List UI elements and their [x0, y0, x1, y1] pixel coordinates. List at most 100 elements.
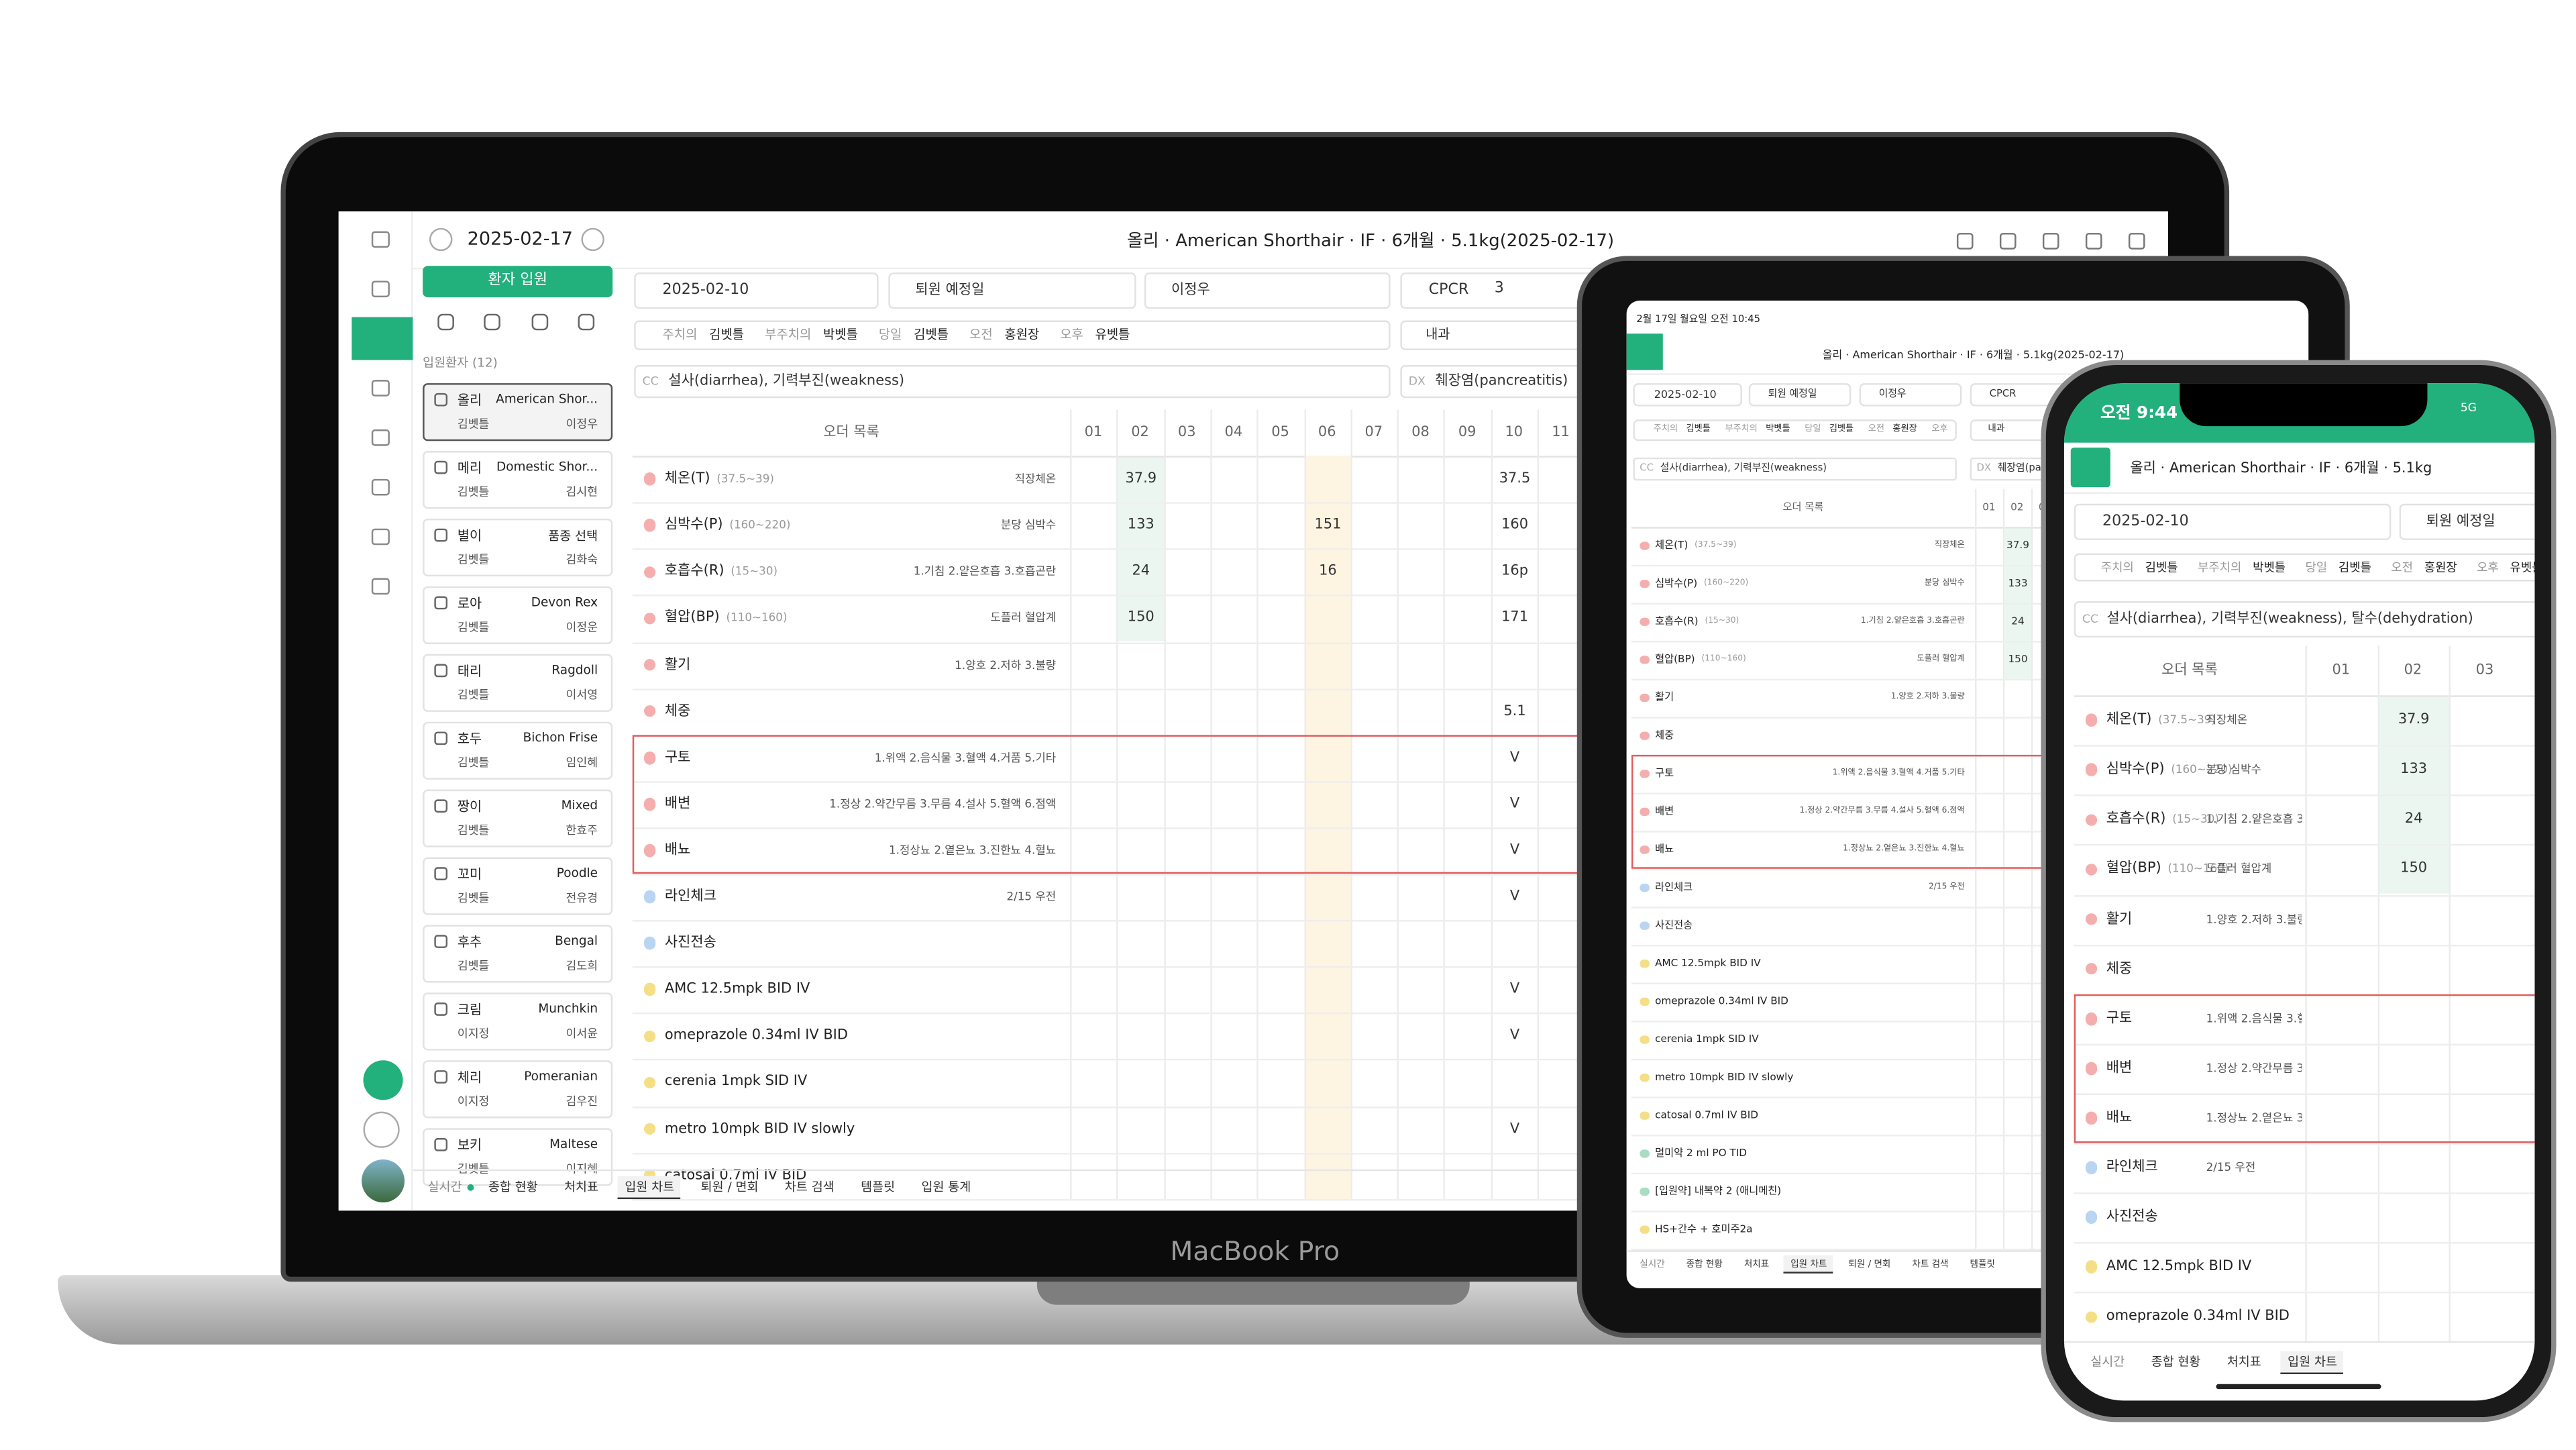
status-dot — [2085, 714, 2098, 727]
patient-card[interactable]: 별이 품종 선택 김벳틀 김화숙 — [423, 518, 613, 577]
cell-value: 171 — [1501, 610, 1529, 627]
row-line — [1631, 1210, 2045, 1212]
patient-nurse: 전유경 — [566, 892, 598, 905]
status-dot — [2085, 863, 2098, 876]
bottom-tab[interactable]: 입원 차트 — [2281, 1351, 2344, 1374]
staff-row: 주치의 김벳틀 부주치의 박벳틀 당일 김벳틀 오전 홍원장 오후 유벳틀 — [1633, 419, 1957, 441]
discharge-date: 퇴원 예정일 — [888, 272, 1136, 309]
patient-breed: Devon Rex — [531, 594, 598, 610]
patient-card[interactable]: 체리 Pomeranian 이지정 김우진 — [423, 1060, 613, 1119]
row-line — [1631, 678, 2045, 681]
cell-value: V — [1509, 749, 1520, 766]
order-range: (110~160) — [1701, 654, 1746, 664]
order-note: 1.기침 2.얕은호흡 3.호흡곤란 — [1860, 616, 1965, 626]
order-name: 호흡수(R) — [1655, 616, 1699, 628]
bottom-tab[interactable]: 종합 현황 — [488, 1179, 538, 1194]
patient-breed: Bengal — [555, 933, 598, 948]
bottom-tab[interactable]: 종합 현황 — [2151, 1354, 2201, 1369]
cell-value: 37.9 — [2378, 697, 2449, 745]
staff-role: 당일 — [2305, 560, 2328, 575]
patient-card[interactable]: 메리 Domestic Shor... 김벳틀 김시현 — [423, 451, 613, 509]
patient-card[interactable]: 짱이 Mixed 김벳틀 한효주 — [423, 789, 613, 847]
hour-label: 02 — [2010, 502, 2024, 514]
patient-card[interactable]: 후추 Bengal 김벳틀 김도희 — [423, 925, 613, 983]
bottom-tab[interactable]: 실시간 — [427, 1179, 462, 1194]
patient-card[interactable]: 꼬미 Poodle 김벳틀 전유경 — [423, 857, 613, 915]
admit-button[interactable]: 환자 입원 — [423, 266, 613, 298]
bottom-tab[interactable]: 입원 차트 — [1784, 1255, 1834, 1274]
icon-rail — [339, 211, 413, 1211]
bottom-tab[interactable]: 차트 검색 — [1912, 1260, 1949, 1270]
list-tool — [578, 313, 595, 331]
patient-nurse: 이정운 — [566, 621, 598, 635]
patient-card[interactable]: 호두 Bichon Frise 김벳틀 임인혜 — [423, 721, 613, 780]
patient-vet: 김벳틀 — [457, 417, 490, 431]
bottom-tab[interactable]: 입원 차트 — [618, 1176, 682, 1200]
row-line — [1631, 868, 2045, 871]
order-name: 심박수(P) — [2106, 762, 2165, 778]
order-note: 1.정상 2.약간무름 3.무름 4.설사 5.혈액 6.점액 — [829, 797, 1057, 811]
row-line — [2074, 1043, 2535, 1045]
cell-value: 133 — [2378, 747, 2449, 795]
order-name: catosal 0.7ml IV BID — [1655, 1110, 1758, 1122]
cc-label: CC — [2082, 613, 2099, 626]
bottom-tab[interactable]: 입원 통계 — [921, 1179, 971, 1194]
bottom-tab[interactable]: 실시간 — [1640, 1260, 1665, 1270]
bottom-tab[interactable]: 퇴원 / 면회 — [1848, 1260, 1891, 1270]
patient-nurse: 임인혜 — [566, 756, 598, 770]
bottom-tab[interactable]: 실시간 — [2090, 1354, 2125, 1369]
cell-value: 150 — [2004, 642, 2031, 679]
staff-role: 오후 — [2477, 560, 2499, 575]
row-line — [632, 827, 1690, 829]
cell-value: 160 — [1501, 517, 1529, 534]
row-line — [2074, 894, 2535, 896]
order-range: (160~220) — [1704, 578, 1749, 588]
order-name: metro 10mpk BID IV slowly — [1655, 1072, 1794, 1084]
bottom-tab[interactable]: 처치표 — [1743, 1260, 1770, 1270]
patient-card[interactable]: 보키Maltese김벳틀이지혜 — [423, 1128, 613, 1186]
order-note: 1.위액 2.음식물 3.혈액 4.거품 5.기타 — [874, 751, 1057, 764]
status-dot — [1640, 1073, 1649, 1082]
bottom-tab[interactable]: 처치표 — [2226, 1354, 2261, 1369]
cell-value: 133 — [1118, 504, 1164, 549]
column-line — [1070, 409, 1072, 1199]
bottom-tab[interactable]: 템플릿 — [861, 1179, 896, 1194]
row-line — [2074, 1143, 2535, 1145]
order-note: 직장체온 — [2206, 713, 2248, 727]
hour-label: 09 — [1458, 424, 1477, 442]
row-line — [1631, 945, 2045, 947]
status-network: 5G — [2460, 401, 2477, 415]
bottom-tab[interactable]: 종합 현황 — [1686, 1260, 1723, 1270]
bottom-tab[interactable]: 템플릿 — [1970, 1260, 1995, 1270]
bottom-tab[interactable]: 처치표 — [564, 1179, 599, 1194]
order-note: 1.양호 2.저하 3.불량 — [1890, 692, 1965, 703]
bottom-tab[interactable]: 차트 검색 — [784, 1179, 835, 1194]
staff-role: 오전 — [2391, 560, 2414, 575]
cell-value: V — [1509, 1121, 1520, 1137]
patient-name: 태리 — [457, 664, 482, 679]
row-line — [632, 966, 1690, 968]
row-line — [1631, 1058, 2045, 1061]
patient-card[interactable]: 올리 American Shor... 김벳틀 이정우 — [423, 383, 613, 442]
row-line — [2074, 1093, 2535, 1095]
status-dot — [1640, 769, 1649, 779]
cell-value: V — [1509, 795, 1520, 813]
dx-row: DX 췌장염(pancreatitis) — [1400, 365, 1599, 399]
order-note: 1.정상 2.약간무름 3.무름 4.설사 5.혈액 6.점액 — [1799, 806, 1965, 816]
bottom-tab[interactable]: 퇴원 / 면회 — [700, 1179, 759, 1194]
status-dot — [643, 566, 657, 578]
status-dot — [1640, 921, 1649, 931]
staff-row: 주치의 김벳틀 부주치의 박벳틀 당일 김벳틀 오전 홍원장 오후 유벳틀 — [2074, 553, 2535, 582]
cell-value: V — [1509, 1027, 1520, 1045]
rail-icon — [371, 280, 390, 298]
status-bar: 2월 17일 월요일 오전 10:45 — [1636, 313, 1761, 325]
patient-card[interactable]: 로아 Devon Rex 김벳틀 이정운 — [423, 586, 613, 645]
staff-name: 유벳틀 — [1095, 327, 1130, 342]
cell-value: V — [1509, 842, 1520, 859]
order-note: 1.정상뇨 2.옅은뇨 3.진한뇨 4.혈뇨 — [889, 843, 1057, 858]
order-name: 배뇨 — [664, 842, 691, 859]
cell-value: 24 — [1118, 550, 1164, 596]
patient-card[interactable]: 태리 Ragdoll 김벳틀 이서영 — [423, 654, 613, 712]
home-indicator — [2216, 1384, 2381, 1390]
patient-card[interactable]: 크림 Munchkin 이지정 이서윤 — [423, 992, 613, 1051]
